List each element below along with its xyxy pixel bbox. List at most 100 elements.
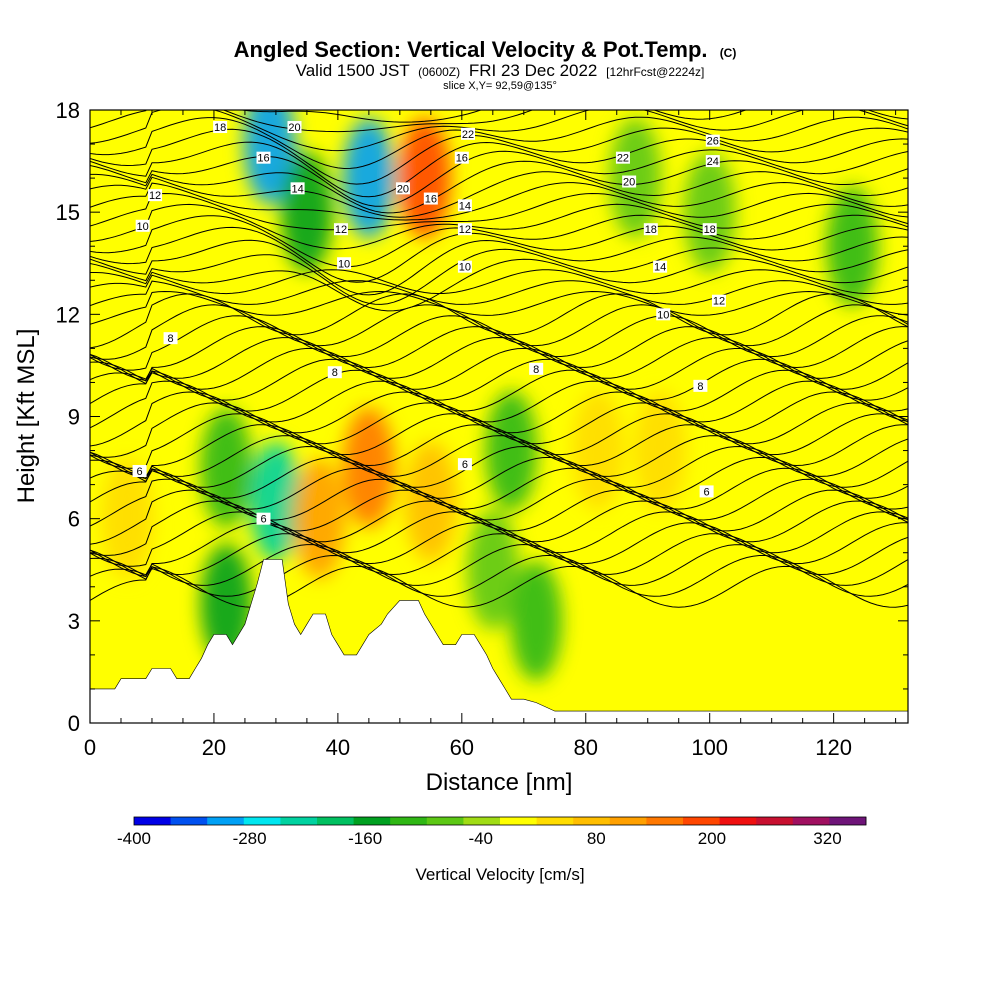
contour-label-bg [653, 260, 668, 273]
theta-contour [90, 402, 908, 458]
contour-label-bg [529, 362, 544, 375]
theta-contour [90, 315, 908, 371]
velocity-feature-9 [404, 441, 457, 562]
contour-label: 24 [707, 156, 719, 168]
contour-label-bg [256, 151, 271, 164]
x-tick-label: 20 [202, 735, 226, 760]
contour-label: 18 [645, 224, 657, 236]
contour-label: 26 [707, 136, 719, 148]
contour-label-bg [333, 223, 348, 236]
theta-contour [90, 290, 908, 325]
theta-contour [90, 380, 908, 429]
theta-contour [90, 467, 908, 510]
contour-label-bg [702, 223, 717, 236]
contour-label: 6 [704, 486, 710, 498]
contour-label: 10 [657, 309, 669, 321]
x-tick-label: 120 [815, 735, 852, 760]
colorbar-label: -280 [233, 829, 267, 848]
valid-date-label: FRI 23 Dec 2022 [469, 61, 598, 80]
y-tick-label: 15 [56, 200, 80, 225]
contour-label-bg [337, 257, 352, 270]
theta-contour [90, 445, 908, 488]
chart-title-units: (C) [720, 46, 737, 60]
contour-label: 18 [704, 224, 716, 236]
y-tick-label: 12 [56, 302, 80, 327]
theta-contour [90, 347, 908, 390]
contour-label-bg [615, 151, 630, 164]
theta-contour [90, 533, 908, 580]
svg-text:Angled Section: Vertical Veloc: Angled Section: Vertical Velocity & Pot.… [234, 37, 737, 62]
contour-label: 6 [462, 459, 468, 471]
theta-contour [90, 269, 908, 295]
contour-label: 8 [697, 381, 703, 393]
slice-label: slice X,Y= 92,59@135° [443, 80, 557, 92]
theta-contour [90, 258, 908, 312]
contour-label: 10 [459, 262, 471, 274]
forecast-label: [12hrFcst@2224z] [606, 65, 704, 79]
colorbar-swatch [426, 817, 464, 825]
colorbar-label: -160 [348, 829, 382, 848]
contour-label-bg [457, 199, 472, 212]
colorbar-swatch [280, 817, 318, 825]
contour-label-bg [287, 121, 302, 134]
theta-contour [90, 413, 908, 469]
contour-label-bg [693, 379, 708, 392]
theta-contour [90, 192, 908, 231]
colorbar-swatch [536, 817, 574, 825]
theta-contour [90, 489, 908, 545]
velocity-feature-5 [342, 118, 395, 239]
colorbar-label: -40 [468, 829, 493, 848]
contour-label: 22 [617, 153, 629, 165]
theta-contour [90, 522, 908, 578]
theta-contour [90, 236, 908, 296]
colorbar-swatch [243, 817, 281, 825]
contour-label-bg [256, 512, 271, 525]
contour-labels: 18 20 22 16 14 20 16 16 14 12 10 12 10 12 10 22 20 26 24 18… [132, 121, 726, 526]
chart-header: Angled Section: Vertical Velocity & Pot.… [234, 37, 737, 92]
contour-label: 20 [623, 177, 635, 189]
contour-label-bg [213, 121, 228, 134]
colorbar-title: Vertical Velocity [cm/s] [415, 865, 584, 884]
theta-contour [90, 391, 908, 447]
velocity-feature-11 [466, 509, 519, 630]
colorbar-label: -400 [117, 829, 151, 848]
contour-label: 20 [288, 122, 300, 134]
theta-contour [90, 171, 908, 218]
theta-contour [90, 369, 908, 412]
colorbar-swatch [207, 817, 245, 825]
x-tick-label: 40 [326, 735, 350, 760]
axes: 0 20 40 60 80 100 120 0 3 6 9 12 15 18 [56, 98, 909, 760]
contour-label-bg [622, 175, 637, 188]
theta-contour [90, 116, 908, 170]
colorbar-label: 320 [813, 829, 841, 848]
svg-text:Valid 1500 JST (0600Z): Valid 1500 JST (0600Z) FRI 23 Dec 2022 [… [296, 61, 705, 80]
y-tick-label: 9 [68, 405, 80, 430]
theta-contour [90, 293, 908, 349]
contour-label: 14 [459, 200, 471, 212]
valid-utc-label: (0600Z) [418, 65, 460, 79]
contour-label: 14 [654, 262, 666, 274]
theta-contour [90, 565, 908, 608]
theta-contour [90, 160, 908, 214]
x-tick-label: 80 [574, 735, 598, 760]
contour-label: 12 [149, 190, 161, 202]
contour-label-bg [454, 151, 469, 164]
theta-contour [90, 326, 908, 382]
theta-contour [90, 181, 908, 221]
contour-label: 6 [260, 514, 266, 526]
contour-label: 12 [335, 224, 347, 236]
valid-time-label: Valid 1500 JST [296, 61, 410, 80]
colorbar-swatch [719, 817, 757, 825]
contour-label: 16 [456, 153, 468, 165]
contour-label: 8 [332, 367, 338, 379]
contour-label-bg [643, 223, 658, 236]
contour-label-bg [163, 332, 178, 345]
colorbar-frame [133, 816, 867, 826]
contour-label: 12 [459, 224, 471, 236]
terrain [90, 559, 908, 723]
contour-label-bg [457, 458, 472, 471]
colorbar-swatch [500, 817, 537, 825]
contour-label-bg [705, 155, 720, 168]
y-tick-label: 6 [68, 507, 80, 532]
contour-label: 8 [167, 333, 173, 345]
